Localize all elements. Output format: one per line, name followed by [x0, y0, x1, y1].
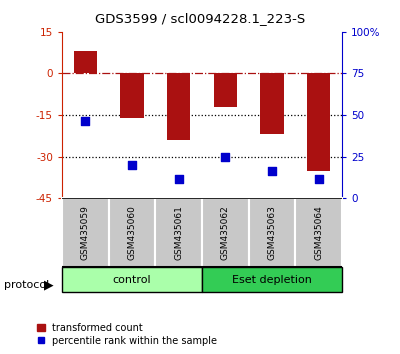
- Bar: [62, 198, 109, 267]
- Text: protocol: protocol: [4, 280, 49, 290]
- Bar: [74, 51, 97, 74]
- Bar: [249, 198, 295, 267]
- Bar: [167, 74, 190, 140]
- Text: control: control: [113, 275, 151, 285]
- Point: [269, 168, 275, 173]
- Point: [82, 118, 88, 124]
- Point: [129, 162, 135, 168]
- Point: [316, 176, 322, 182]
- Bar: [307, 74, 330, 171]
- Text: GSM435059: GSM435059: [81, 205, 90, 260]
- Bar: [260, 74, 284, 135]
- Text: GSM435062: GSM435062: [221, 205, 230, 260]
- Bar: [295, 198, 342, 267]
- Text: GDS3599 / scl0094228.1_223-S: GDS3599 / scl0094228.1_223-S: [95, 12, 305, 25]
- Text: GSM435060: GSM435060: [128, 205, 136, 260]
- Bar: [155, 198, 202, 267]
- Bar: [202, 198, 249, 267]
- Legend: transformed count, percentile rank within the sample: transformed count, percentile rank withi…: [37, 323, 218, 346]
- Bar: [109, 198, 155, 267]
- Bar: [120, 74, 144, 118]
- Bar: [62, 267, 202, 292]
- Text: GSM435063: GSM435063: [268, 205, 276, 260]
- Text: GSM435061: GSM435061: [174, 205, 183, 260]
- Text: ▶: ▶: [44, 279, 54, 291]
- Text: GSM435064: GSM435064: [314, 205, 323, 260]
- Bar: [214, 74, 237, 107]
- Bar: [202, 267, 342, 292]
- Point: [176, 176, 182, 182]
- Text: Eset depletion: Eset depletion: [232, 275, 312, 285]
- Point: [222, 154, 228, 160]
